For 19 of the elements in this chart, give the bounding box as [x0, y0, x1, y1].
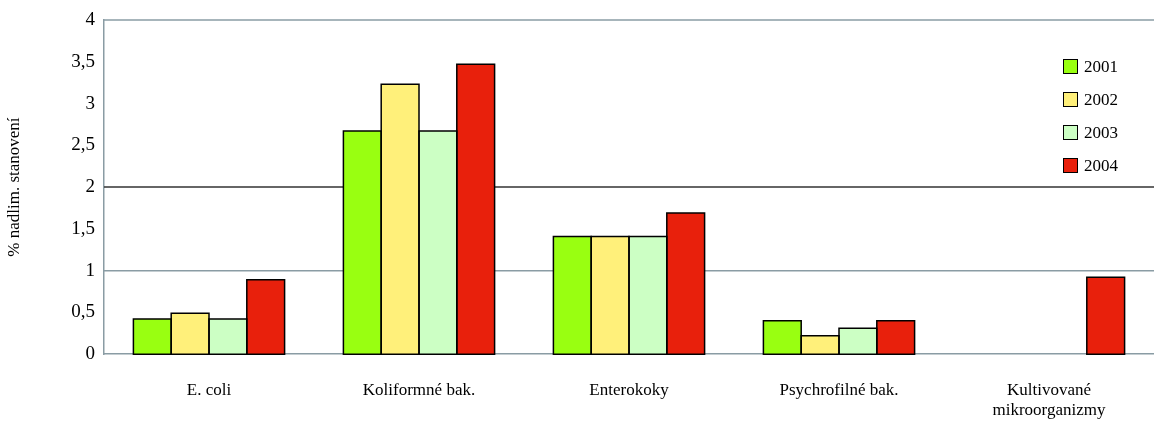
x-tick-label: Kultivované mikroorganizmy [992, 379, 1106, 420]
y-tick-label: 2,5 [71, 133, 95, 155]
legend-label: 2002 [1084, 89, 1118, 110]
x-tick-label: Koliformné bak. [362, 379, 476, 399]
y-tick-label: 2 [85, 175, 95, 197]
y-tick-label: 3 [85, 91, 95, 113]
legend-label: 2003 [1084, 122, 1118, 143]
y-tick-label: 4 [85, 7, 96, 29]
y-tick-label: 1 [85, 258, 95, 280]
y-tick-label: 0,5 [71, 300, 95, 322]
x-tick-label: Psychrofilné bak. [779, 379, 899, 399]
y-axis-title: % nadlim. stanovení [3, 117, 23, 257]
legend-label: 2004 [1084, 155, 1118, 176]
y-tick-label: 1,5 [71, 216, 95, 238]
y-tick-label: 0 [85, 342, 95, 364]
x-tick-label: Enterokoky [589, 379, 670, 399]
x-tick-label: E. coli [186, 379, 232, 399]
legend-label: 2001 [1084, 56, 1118, 77]
y-tick-label: 3,5 [71, 49, 95, 71]
